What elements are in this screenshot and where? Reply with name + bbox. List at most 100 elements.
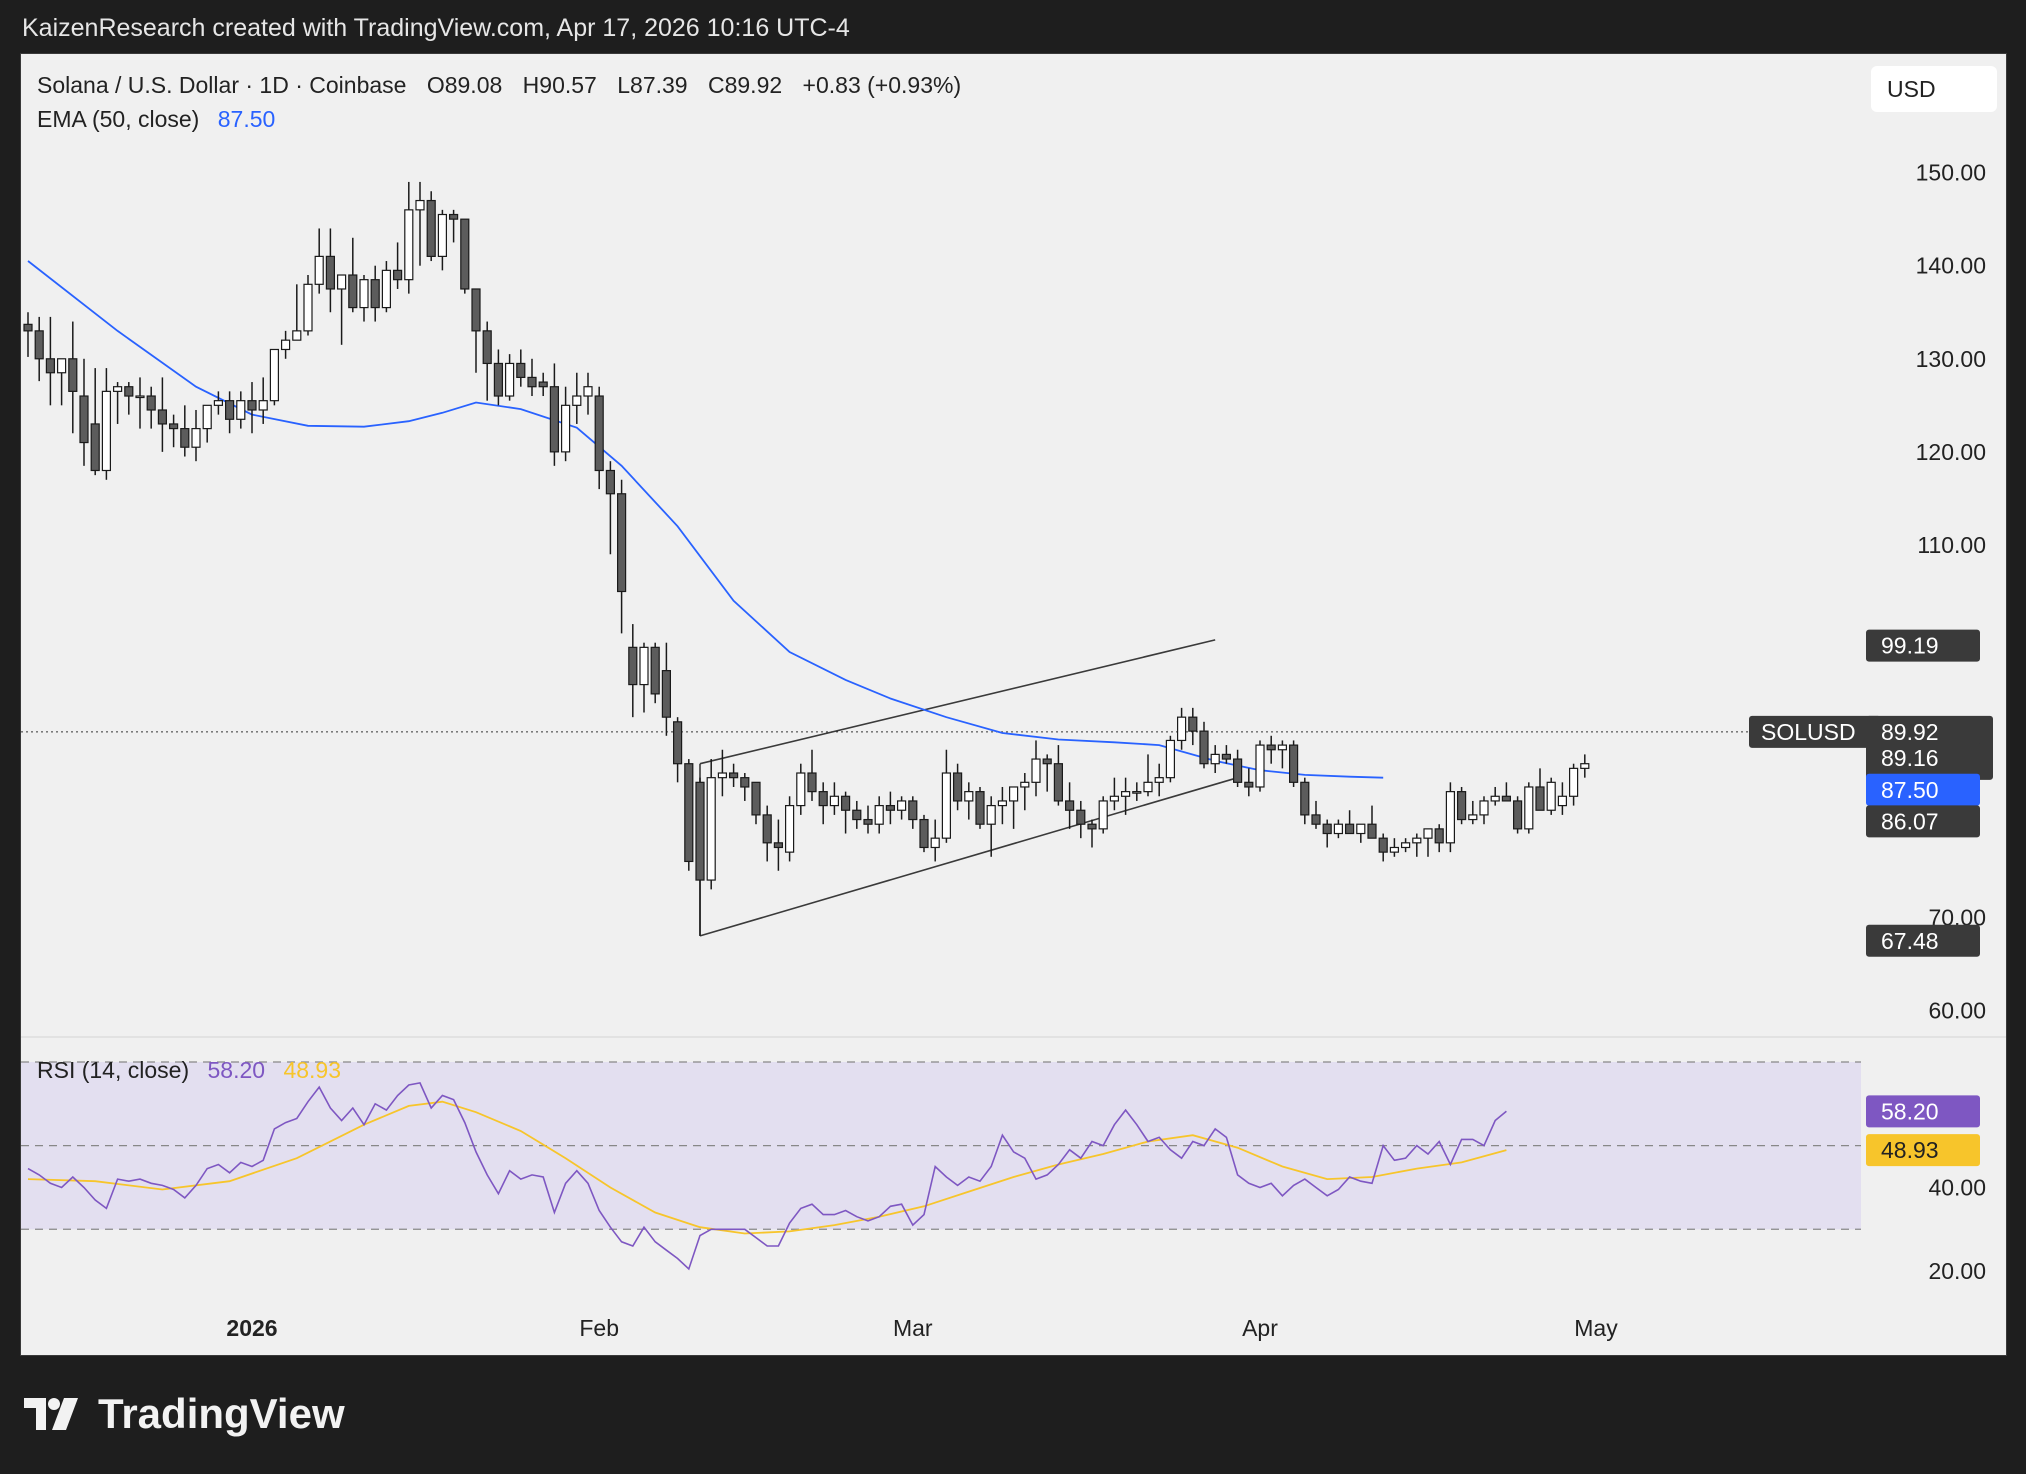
candle-body — [112, 386, 123, 392]
candle-body — [560, 404, 571, 453]
price-tick-4: 110.00 — [1917, 532, 1986, 558]
candle-body — [247, 400, 257, 411]
ohlc-low: L87.39 — [617, 72, 688, 98]
trendline-1 — [699, 776, 1238, 937]
candle-body — [337, 274, 347, 290]
rsi-band — [21, 1062, 1861, 1230]
candle-body — [1356, 823, 1366, 835]
candle-body — [1199, 730, 1209, 765]
candle-body — [1524, 786, 1534, 830]
candle-body — [213, 400, 223, 406]
candle-body — [1143, 781, 1153, 793]
candle-body — [348, 274, 358, 309]
ema-line — [27, 260, 1384, 779]
rsi-value: 58.20 — [207, 1057, 266, 1083]
trendline-0 — [699, 639, 1216, 765]
candle-body — [1344, 823, 1355, 835]
candle-body — [68, 358, 78, 392]
price-tick-0: 150.00 — [1916, 160, 1986, 186]
candle-body — [1456, 791, 1467, 821]
candle-body — [23, 323, 33, 332]
candle-body — [717, 772, 728, 779]
candle-body — [258, 400, 268, 411]
candle-body — [863, 818, 873, 825]
candle-body — [1244, 781, 1254, 788]
attribution-text: KaizenResearch created with TradingView.… — [22, 14, 850, 42]
candle-body — [930, 837, 940, 849]
candle-body — [964, 791, 974, 802]
price-tag-0: 99.19 — [1881, 633, 1939, 659]
rsi-legend[interactable]: RSI (14, close) 58.20 48.93 — [37, 1057, 341, 1084]
candle-body — [90, 423, 100, 472]
rsi-tick-0: 40.00 — [1928, 1174, 1986, 1200]
candle-body — [1188, 716, 1198, 732]
candle-body — [1434, 828, 1444, 844]
symbol-title: Solana / U.S. Dollar · 1D · Coinbase — [37, 72, 407, 98]
candle-body — [650, 646, 660, 695]
price-tag-bg-4 — [1866, 805, 1980, 838]
candle-body — [449, 213, 459, 220]
ohlc-close: C89.92 — [707, 72, 783, 98]
ohlc-high: H90.57 — [522, 72, 597, 98]
chart-panel[interactable]: 150.00 140.00 130.00 120.00 110.00 70.00 60.00… — [20, 53, 2007, 1356]
candle-body — [169, 423, 179, 430]
candle-body — [549, 386, 560, 453]
rsi-ma-value: 48.93 — [283, 1057, 342, 1083]
time-label-0: 2026 — [226, 1315, 277, 1341]
candle-body — [639, 646, 649, 686]
price-tag-bg-2 — [1866, 742, 1980, 775]
candle-body — [1120, 791, 1131, 797]
price-chart[interactable]: 150.00140.00130.00120.00110.0070.0060.00… — [21, 54, 2006, 1355]
candle-body — [538, 381, 548, 388]
candle-body — [314, 255, 324, 285]
rsi-tag-bg-1 — [1866, 1134, 1980, 1167]
candle-body — [101, 390, 112, 472]
time-label-4: May — [1574, 1315, 1618, 1341]
price-tick-1: 140.00 — [1916, 253, 1986, 279]
candle-body — [740, 777, 750, 788]
rsi-tag-1: 48.93 — [1881, 1137, 1939, 1163]
ema-label: EMA (50, close) — [37, 106, 200, 132]
candle-body — [896, 800, 907, 811]
candle-body — [751, 781, 761, 816]
candle-body — [191, 428, 201, 448]
rsi-label: RSI (14, close) — [37, 1057, 190, 1083]
candle-body — [829, 795, 840, 807]
price-tick-2: 130.00 — [1916, 346, 1986, 372]
currency-button[interactable]: USD — [1871, 66, 1997, 112]
candle-body — [359, 279, 369, 309]
candle-body — [202, 404, 212, 430]
candle-body — [516, 362, 526, 379]
candle-body — [1311, 814, 1321, 825]
candle-body — [505, 362, 515, 397]
candle-body — [762, 814, 772, 844]
candle-body — [583, 386, 593, 397]
candle-body — [1535, 786, 1545, 811]
candle-body — [1479, 800, 1489, 816]
candle-body — [952, 772, 963, 802]
candle-body — [818, 791, 828, 807]
candle-body — [695, 781, 705, 881]
candle-body — [594, 395, 604, 472]
candle-body — [840, 795, 851, 811]
candle-body — [34, 330, 44, 360]
candle-body — [1098, 800, 1108, 830]
candle-body — [1031, 758, 1041, 783]
candle-body — [236, 400, 246, 420]
candle-body — [292, 330, 302, 341]
price-tag-3: 87.50 — [1881, 777, 1939, 803]
candle-body — [1221, 753, 1232, 760]
candle-body — [773, 842, 784, 849]
candle-body — [728, 772, 739, 779]
candle-body — [796, 772, 806, 807]
candle-body — [1076, 809, 1086, 825]
candle-body — [1176, 716, 1187, 742]
candle-body — [437, 213, 447, 257]
candle-body — [1288, 744, 1299, 783]
candle-body — [79, 395, 89, 444]
candle-body — [661, 670, 672, 718]
ema-legend[interactable]: EMA (50, close) 87.50 — [37, 106, 275, 133]
candle-body — [1546, 781, 1556, 811]
tradingview-brand: TradingView — [22, 1390, 345, 1438]
candle-body — [370, 279, 380, 309]
